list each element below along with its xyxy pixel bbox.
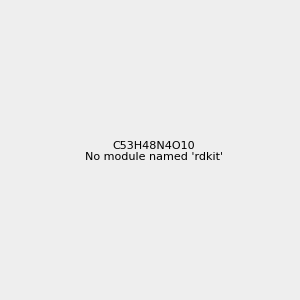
Text: C53H48N4O10
No module named 'rdkit': C53H48N4O10 No module named 'rdkit' xyxy=(85,141,223,162)
